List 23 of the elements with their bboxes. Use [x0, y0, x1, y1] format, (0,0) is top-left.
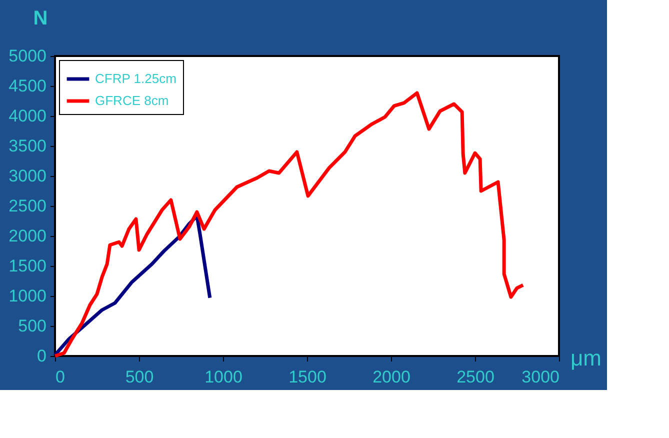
legend-label: GFRCE 8cm: [95, 93, 169, 108]
legend-label: CFRP 1.25cm: [95, 71, 176, 86]
x-tick-label: 3000: [522, 368, 560, 386]
y-tick-label: 4500: [8, 76, 46, 96]
y-tick-label: 3000: [8, 166, 46, 186]
y-tick-label: 4000: [8, 106, 46, 126]
y-tick-label: 2500: [8, 196, 46, 216]
x-tick-label: 2500: [456, 368, 494, 386]
y-tick-label: 3500: [8, 136, 46, 156]
line-series: [53, 91, 525, 358]
y-tick-label: 0: [37, 346, 46, 366]
y-tick-label: 5000: [8, 46, 46, 66]
x-tick-label: 0: [56, 368, 65, 386]
x-tick-label: 1500: [288, 368, 326, 386]
x-axis-title: μm: [570, 346, 602, 370]
y-tick-label: 1500: [8, 256, 46, 276]
y-tick-label: 2000: [8, 226, 46, 246]
x-tick-label: 500: [125, 368, 154, 386]
x-tick-label: 2000: [372, 368, 410, 386]
y-axis-title: N: [33, 8, 48, 30]
x-tick-label: 1000: [204, 368, 242, 386]
y-tick-label: 500: [18, 316, 46, 336]
y-tick-label: 1000: [8, 286, 46, 306]
